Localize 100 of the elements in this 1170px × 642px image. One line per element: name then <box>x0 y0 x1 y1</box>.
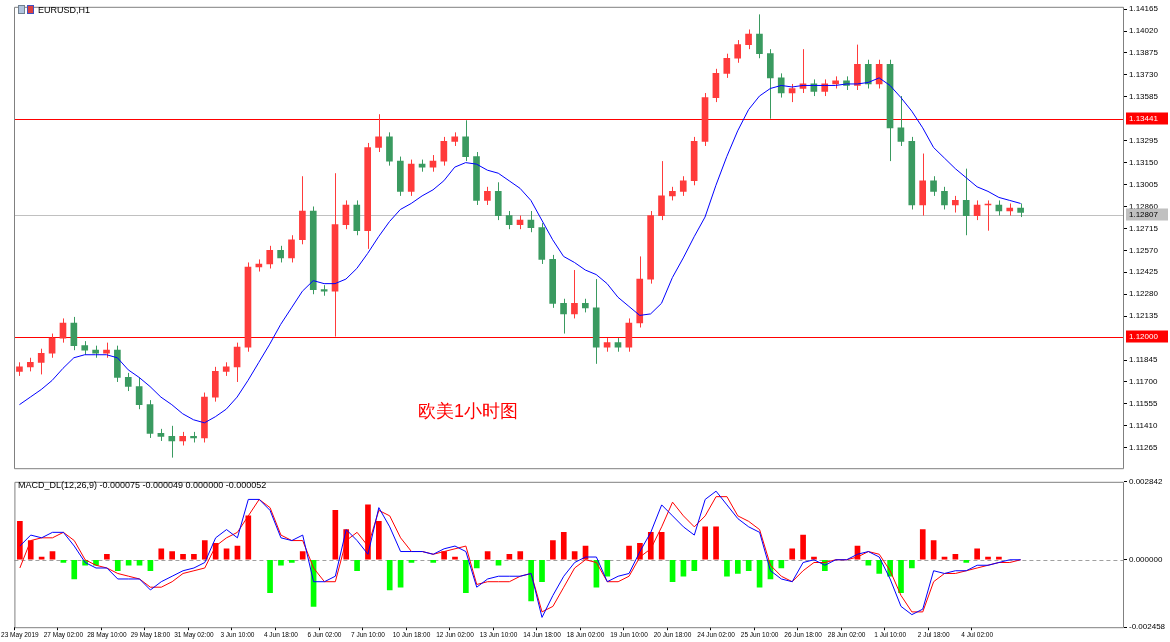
bar <box>909 559 915 569</box>
candlestick <box>854 44 861 91</box>
bar <box>27 540 34 560</box>
bar <box>724 559 730 577</box>
bar <box>571 551 578 560</box>
y-tick-label: 1.13875 <box>1129 48 1159 58</box>
y-tick-label: 1.12280 <box>1129 289 1159 299</box>
y-tick-label: 1.11410 <box>1129 421 1158 431</box>
bar <box>996 556 1002 560</box>
bar <box>550 540 556 560</box>
y-tick-label: 1.11700 <box>1129 377 1158 387</box>
candlestick <box>375 113 382 153</box>
bar <box>800 534 806 560</box>
bar <box>180 553 186 560</box>
bar <box>397 559 404 588</box>
bar <box>647 532 654 560</box>
y-tick-label: 1.12860 <box>1129 201 1159 211</box>
candlestick <box>560 298 567 335</box>
y-tick-label: 0.002842 <box>1129 477 1163 486</box>
bar <box>865 559 872 566</box>
bar <box>484 551 491 560</box>
candlestick <box>930 175 937 197</box>
bar <box>158 548 165 560</box>
bar <box>169 551 175 560</box>
ref-line-label: 1.13441 <box>1129 113 1159 123</box>
bar <box>104 553 110 560</box>
bar <box>288 559 295 563</box>
bar <box>876 559 883 574</box>
candlestick <box>124 372 132 392</box>
candlestick <box>679 175 687 197</box>
y-tick-label: 1.14020 <box>1129 26 1159 36</box>
candlestick <box>462 119 469 162</box>
bar <box>191 553 197 560</box>
y-tick-label: 1.12570 <box>1129 245 1159 255</box>
bar <box>430 559 437 563</box>
y-tick-label: 1.13005 <box>1129 179 1159 189</box>
y-tick-label: -0.002458 <box>1129 622 1166 632</box>
bar <box>365 504 371 560</box>
candlestick <box>135 376 143 410</box>
candlestick <box>48 333 56 359</box>
bar <box>626 545 632 560</box>
bar <box>963 559 970 563</box>
y-tick-label: 1.13150 <box>1129 157 1159 167</box>
candlestick <box>658 160 665 221</box>
y-tick-label: 1.11845 <box>1129 355 1158 365</box>
bar <box>473 559 480 569</box>
candlestick <box>864 59 872 89</box>
candlestick <box>288 234 295 263</box>
candlestick <box>571 269 578 319</box>
y-tick-label: 1.12135 <box>1129 311 1159 321</box>
bar <box>756 559 763 588</box>
candlestick <box>777 72 785 99</box>
bar <box>930 540 937 560</box>
candlestick <box>962 168 970 236</box>
y-tick-label: 1.11265 <box>1129 442 1158 452</box>
bar <box>114 559 121 572</box>
y-tick-label: 0.000000 <box>1129 554 1163 564</box>
bar <box>245 515 252 560</box>
bar <box>734 559 741 574</box>
candlestick <box>734 39 742 64</box>
y-tick-label: 1.12715 <box>1129 223 1159 233</box>
bar <box>745 559 752 572</box>
bar <box>658 532 665 560</box>
chart-title: EURUSD,H1 <box>38 5 91 15</box>
bar <box>691 559 698 572</box>
bar <box>60 559 67 563</box>
annotation: 欧美1小时图 <box>418 400 519 423</box>
y-tick-label: 1.12425 <box>1129 267 1159 277</box>
bar <box>386 559 393 591</box>
bar <box>136 559 143 566</box>
candlestick <box>745 28 752 50</box>
bar <box>528 559 534 602</box>
bar <box>125 559 132 566</box>
candlestick <box>756 13 763 59</box>
bar <box>539 559 545 583</box>
bar <box>919 529 926 560</box>
bar <box>789 548 796 560</box>
candlestick <box>941 186 948 211</box>
candlestick <box>484 186 491 206</box>
bar <box>495 559 502 566</box>
candlestick <box>168 425 176 459</box>
bar <box>201 540 208 560</box>
y-tick-label: 1.13585 <box>1129 92 1159 102</box>
bar <box>506 553 513 560</box>
bar <box>71 559 78 580</box>
bar <box>441 551 447 560</box>
candlestick <box>723 53 731 79</box>
bar <box>680 559 687 577</box>
bar <box>985 556 991 560</box>
candlestick <box>266 245 274 270</box>
bar <box>376 521 382 560</box>
bar <box>267 559 273 594</box>
ref-line-label: 1.12000 <box>1129 331 1159 341</box>
candlestick <box>897 95 905 147</box>
bar <box>952 553 959 560</box>
bar <box>941 556 948 560</box>
bar <box>332 510 339 560</box>
bar <box>898 559 904 594</box>
bar <box>38 556 45 560</box>
ref-line-label: 1.12807 <box>1129 209 1159 219</box>
